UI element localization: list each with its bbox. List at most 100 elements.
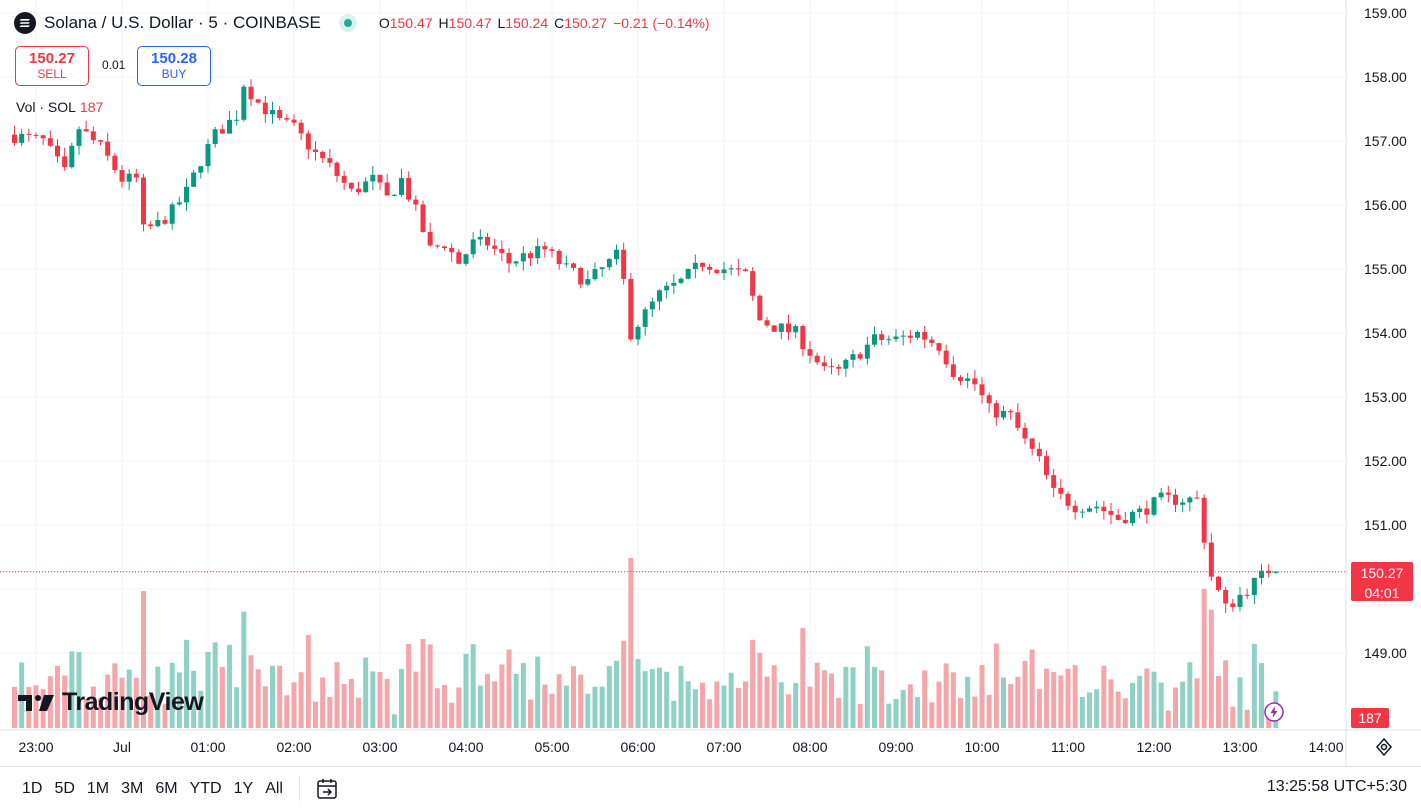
- candle-body: [449, 248, 455, 253]
- volume-bar: [1130, 682, 1135, 728]
- volume-bar: [1208, 609, 1214, 728]
- symbol-title[interactable]: Solana / U.S. Dollar · 5 · COINBASE: [44, 13, 321, 32]
- time-tick-label: 14:00: [1308, 739, 1343, 755]
- clock[interactable]: 13:25:58 UTC+5:30: [1266, 778, 1407, 795]
- candle-body: [958, 377, 963, 381]
- timeframe-1d[interactable]: 1D: [22, 779, 43, 797]
- buy-button[interactable]: 150.28 BUY: [137, 46, 211, 86]
- volume-bar: [786, 694, 791, 728]
- volume-bar: [1087, 692, 1092, 728]
- timeframe-3m[interactable]: 3M: [121, 779, 144, 797]
- candle-body: [205, 144, 211, 167]
- volume-bar: [1144, 668, 1150, 728]
- candle-body: [212, 129, 218, 145]
- candle-body: [614, 249, 619, 260]
- timeframe-1m[interactable]: 1M: [86, 779, 110, 797]
- volume-bar: [420, 639, 426, 728]
- volume-legend[interactable]: Vol · SOL 187: [16, 99, 104, 115]
- replay-icon[interactable]: [1264, 702, 1284, 722]
- candle-body: [384, 182, 390, 196]
- volume-bar: [284, 695, 290, 728]
- volume-bar: [735, 687, 741, 728]
- candle-body: [327, 158, 333, 163]
- market-status-icon[interactable]: [338, 14, 357, 32]
- volume-bar: [929, 702, 935, 728]
- volume-bar: [1237, 677, 1243, 728]
- chart-canvas[interactable]: 159.00 158.00 157.00 156.00 155.00 154.00 153.…: [0, 0, 1421, 766]
- candle-body: [800, 326, 806, 350]
- volume-bar: [1194, 678, 1200, 728]
- volume-bar: [993, 643, 999, 728]
- date-range-icon[interactable]: [314, 776, 340, 802]
- volume-bar: [155, 666, 161, 728]
- volume-bar: [499, 664, 505, 728]
- candle-body: [1015, 412, 1021, 428]
- volume-bar: [1223, 660, 1229, 728]
- candle-body: [1022, 427, 1028, 439]
- candle-body: [685, 268, 691, 279]
- volume-bar: [227, 644, 232, 728]
- volume-bar: [986, 695, 992, 728]
- candle-body: [363, 181, 369, 193]
- candle-body: [1187, 497, 1193, 503]
- candle-body: [1273, 571, 1279, 573]
- candle-body: [814, 355, 820, 363]
- candle-body: [649, 301, 655, 310]
- price-axis: 159.00 158.00 157.00 156.00 155.00 154.00 153.…: [1345, 0, 1407, 766]
- candle-body: [241, 86, 247, 120]
- candle-body: [176, 202, 182, 205]
- candle-body: [936, 343, 942, 351]
- candle-body: [1122, 519, 1128, 524]
- volume-bar: [219, 667, 225, 728]
- volume-bar: [427, 644, 433, 728]
- candle-body: [857, 354, 863, 359]
- timeframe-6m[interactable]: 6M: [155, 779, 178, 797]
- volume-bar: [1137, 675, 1143, 728]
- candle-body: [1201, 497, 1207, 543]
- tradingview-logo[interactable]: TradingView: [18, 688, 204, 717]
- candle-body: [499, 248, 505, 253]
- volume-bar: [678, 666, 684, 728]
- time-tick-label: 12:00: [1136, 739, 1171, 755]
- candle-body: [83, 129, 89, 132]
- timeframe-ytd[interactable]: YTD: [189, 779, 222, 797]
- candle-body: [993, 403, 999, 418]
- timeframe-1y[interactable]: 1Y: [233, 779, 254, 797]
- candle-body: [1065, 493, 1071, 506]
- volume-bar: [1230, 706, 1236, 728]
- time-tick-label: Jul: [113, 739, 131, 755]
- candle-body: [62, 156, 68, 168]
- candle-body: [1237, 594, 1243, 608]
- candle-body: [950, 364, 956, 378]
- volume-bar: [1015, 676, 1021, 728]
- sell-button[interactable]: 150.27 SELL: [15, 46, 89, 86]
- candle-body: [162, 220, 168, 224]
- volume-bar: [520, 663, 526, 728]
- candle-body: [1180, 502, 1186, 505]
- volume-bar: [1094, 689, 1100, 728]
- volume-bar: [950, 672, 956, 728]
- volume-bar: [241, 611, 247, 728]
- time-tick-label: 04:00: [448, 739, 483, 755]
- price-tick-label: 157.00: [1364, 133, 1407, 149]
- candle-body: [535, 246, 541, 259]
- candle-body: [764, 320, 770, 326]
- candle-body: [793, 326, 799, 333]
- volume-bar: [1008, 683, 1014, 728]
- volume-bar: [513, 673, 519, 728]
- volume-bar: [141, 591, 146, 728]
- timeframe-all[interactable]: All: [265, 779, 283, 797]
- candle-body: [829, 366, 834, 368]
- candle-body: [434, 245, 440, 247]
- volume-bar: [83, 699, 89, 728]
- volume-bar: [356, 697, 361, 728]
- volume-bar: [169, 662, 175, 728]
- candle-body: [191, 172, 197, 187]
- axis-settings-icon[interactable]: [1374, 737, 1394, 757]
- volume-bar: [728, 672, 734, 728]
- timeframe-5d[interactable]: 5D: [54, 779, 75, 797]
- volume-bar: [162, 703, 168, 728]
- volume-bar: [1108, 679, 1114, 728]
- candle-body: [1230, 603, 1236, 608]
- volume-bar: [434, 688, 440, 728]
